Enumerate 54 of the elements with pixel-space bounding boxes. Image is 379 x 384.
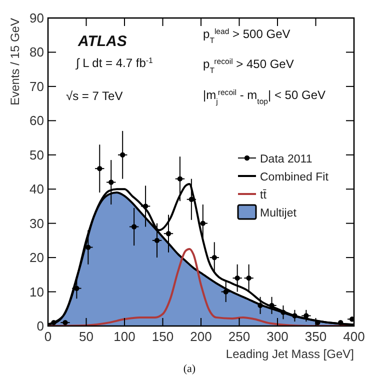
annotation: √s = 7 TeV — [66, 89, 123, 103]
y-tick-label: 30 — [30, 216, 44, 231]
point — [166, 231, 172, 236]
point — [154, 238, 160, 244]
x-tick-label: 100 — [114, 329, 136, 344]
y-tick-label: 80 — [30, 44, 44, 60]
point — [223, 289, 228, 294]
x-tick-label: 250 — [228, 329, 250, 344]
legend-label: tt̄ — [260, 189, 268, 202]
point — [142, 204, 148, 209]
point — [292, 313, 298, 318]
x-axis-title: Leading Jet Mass [GeV] — [226, 347, 354, 361]
x-tick-label: 200 — [190, 329, 212, 344]
annotation: p$_{T}$$^{recoil}$ > 450 GeV — [203, 56, 294, 74]
legend-label: Data 2011 — [260, 154, 312, 166]
y-tick-label: 10 — [30, 284, 44, 300]
y-tick-label: 60 — [30, 113, 44, 128]
y-axis-title: Events / 15 GeV — [8, 18, 22, 106]
text: (a) — [183, 363, 196, 375]
y-tick-label: 0 — [36, 318, 44, 334]
y-tick-label: 90 — [30, 10, 44, 26]
annotation: p$_{T}$$^{lead}$ > 500 GeV — [203, 26, 290, 44]
legend-label: Combined Fit — [260, 172, 330, 184]
point — [108, 180, 114, 185]
annotation: |m$_{j}$$^{recoil}$ - m$_{top}$| < 50 GeV — [203, 88, 326, 106]
point — [200, 220, 206, 226]
y-tick-label: 40 — [30, 182, 44, 197]
annotation: ∫ L dt = 4.7 fb$^{-1}$ — [75, 56, 153, 70]
point — [97, 166, 102, 172]
y-tick-label: 20 — [30, 250, 44, 266]
y-tick-label: 70 — [30, 78, 44, 94]
point — [120, 152, 126, 158]
point — [338, 320, 344, 326]
point — [246, 275, 252, 281]
point — [212, 254, 217, 260]
x-tick-label: 150 — [152, 329, 174, 344]
point — [304, 313, 309, 318]
x-tick-label: 350 — [304, 329, 327, 344]
x-tick-label: 400 — [343, 329, 365, 344]
annotation: ATLAS — [77, 33, 127, 50]
legend-label: Multijet — [260, 208, 298, 220]
point — [234, 275, 240, 281]
point — [86, 244, 91, 250]
point — [51, 320, 56, 326]
y-tick-label: 50 — [30, 147, 44, 162]
x-tick-label: 300 — [266, 329, 288, 344]
point — [280, 310, 286, 315]
point — [62, 320, 68, 326]
point — [269, 302, 274, 308]
point — [258, 302, 263, 308]
point — [74, 286, 80, 291]
x-tick-label: 50 — [79, 329, 94, 344]
point — [131, 224, 137, 230]
point — [177, 176, 183, 182]
